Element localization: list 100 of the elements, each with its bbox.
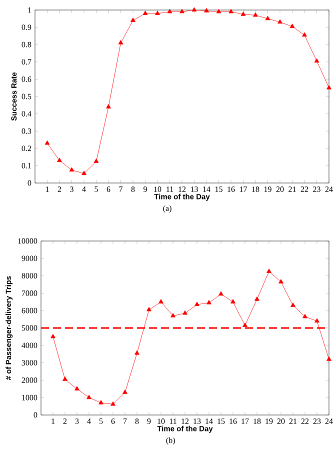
y-tick-label: 5000 [22,325,38,331]
x-tick-label: 2 [58,186,62,192]
x-tick-label: 8 [131,186,135,192]
point [218,291,224,296]
point [155,10,160,15]
x-tick-label: 10 [158,418,165,424]
point [106,104,111,108]
point [314,318,320,323]
point [110,401,116,406]
x-tick-label: 7 [124,418,127,424]
x-tick-label: 18 [252,186,260,192]
x-tick-label: 2 [63,418,67,424]
x-tick-label: 16 [228,186,235,192]
x-tick-label: 22 [300,186,308,192]
x-tick-label: 8 [135,418,139,424]
y-tick-label: 0.3 [22,128,32,134]
point [302,314,308,318]
point [142,10,148,15]
x-tick-label: 23 [313,186,320,192]
y-tick-label: 0.7 [22,59,32,65]
point [167,8,172,14]
x-tick-label: 19 [266,418,273,424]
x-tick-label: 17 [242,418,249,424]
x-tick-label: 9 [147,418,151,424]
y-tick-label: 0.4 [22,111,32,117]
point [314,58,320,63]
x-tick-label: 4 [82,186,86,192]
point [230,299,236,304]
x-tick-label: 17 [240,186,248,192]
point [62,376,68,381]
x-tick-label: 11 [166,186,174,192]
point [242,322,248,327]
x-tick-label: 21 [288,186,296,192]
x-tick-label: 11 [170,418,176,424]
x-tick-label: 6 [111,418,115,424]
x-tick-label: 23 [313,418,321,424]
point [74,386,80,390]
x-tick-label: 1 [46,186,49,192]
x-tick-label: 10 [154,186,162,192]
x-tick-label: 12 [182,418,189,424]
x-tick-label: 6 [106,186,110,192]
point [302,32,307,37]
y-tick-label: 0.5 [22,94,32,100]
x-tick-label: 14 [203,186,210,192]
point [86,394,92,400]
point [290,302,296,307]
point [266,268,272,273]
x-tick-label: 13 [194,418,201,424]
x-tick-label: 24 [325,186,333,192]
point [69,167,74,172]
x-tick-label: 5 [94,186,98,192]
x-tick-label: 1 [52,418,55,424]
y-tick-label: 0.9 [22,24,32,30]
point [228,8,234,14]
y-tick-label: 8000 [22,273,38,279]
point [94,158,99,163]
y-tick-label: 3000 [22,360,38,366]
point [290,24,295,28]
x-tick-label: 3 [70,186,74,192]
point [170,313,176,318]
point [134,350,140,355]
point [44,140,50,145]
point [206,300,212,304]
point [118,40,124,44]
point [82,170,86,175]
x-tick-label: 18 [254,418,261,424]
x-tick-label: 22 [301,418,309,424]
point [180,8,184,14]
x-tick-label: 9 [143,186,147,192]
point [204,8,209,12]
point [130,18,136,22]
point [326,85,332,90]
point [146,306,152,312]
point [182,310,188,315]
x-tick-label: 16 [230,418,237,424]
point [253,12,258,17]
point [57,158,62,162]
x-tick-label: 7 [119,186,123,192]
x-tick-label: 14 [206,418,213,424]
y-tick-label: 0.6 [22,76,32,82]
point [254,296,260,301]
x-tick-label: 15 [218,418,225,424]
y-tick-label: 10000 [18,238,38,244]
x-tick-label: 19 [264,186,272,192]
point [50,334,56,338]
point [158,299,164,304]
point [278,279,284,284]
text: (a) [163,205,172,213]
x-tick-label: 21 [289,418,297,424]
y-tick-label: 0 [34,412,38,418]
point [98,400,104,404]
point [278,19,282,24]
y-tick-label: 0 [28,180,32,186]
y-tick-label: 6000 [22,308,38,314]
x-tick-label: 15 [215,186,222,192]
x-tick-label: 24 [325,418,333,424]
x-tick-label: 12 [178,186,186,192]
text: (b) [166,437,175,445]
y-tick-label: 0.8 [22,42,32,48]
x-tick-label: 3 [75,418,79,424]
